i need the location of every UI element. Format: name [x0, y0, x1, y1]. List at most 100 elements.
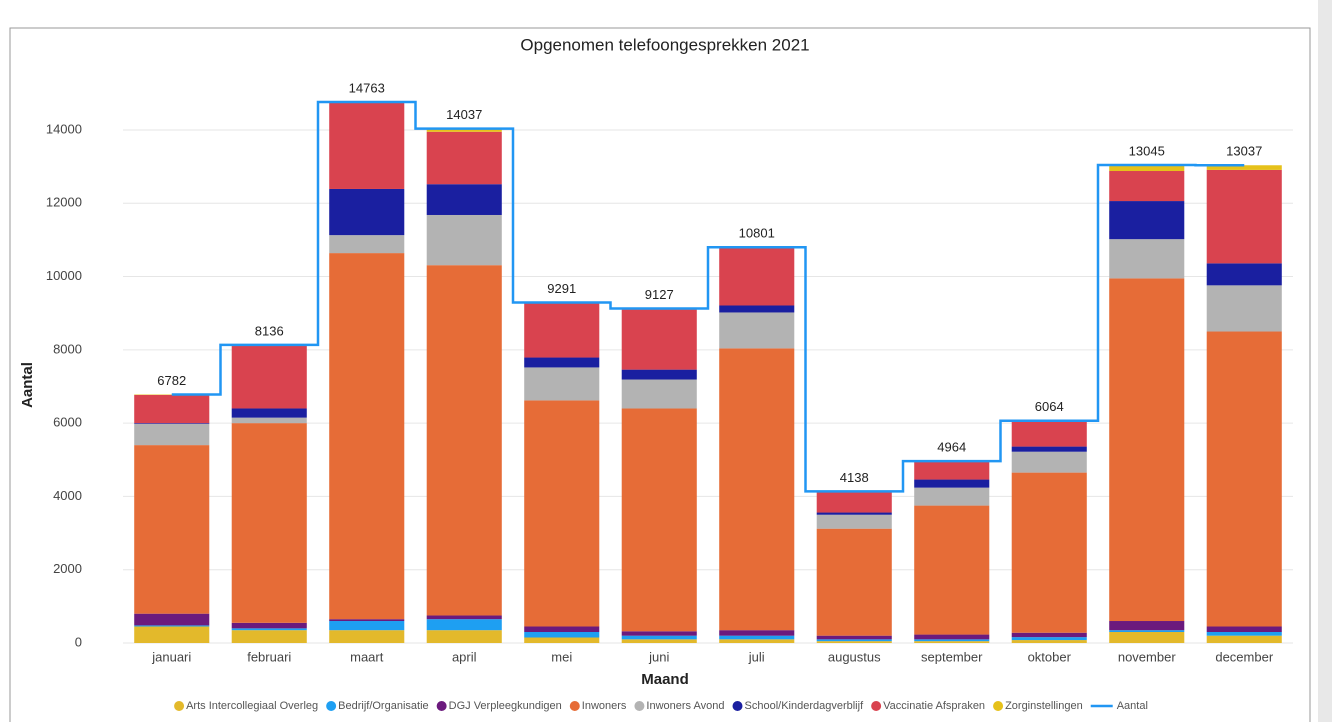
bar-segment — [622, 370, 697, 380]
legend-label: Inwoners Avond — [646, 700, 724, 712]
legend-label: Vaccinatie Afspraken — [883, 700, 985, 712]
bar-segment — [1207, 636, 1282, 643]
bar-segment — [1109, 201, 1184, 239]
legend-label: Bedrijf/Organisatie — [338, 700, 429, 712]
legend-label: Aantal — [1117, 700, 1148, 712]
y-tick-label: 8000 — [53, 341, 82, 356]
bar-segment — [817, 641, 892, 643]
bar-segment — [817, 513, 892, 515]
bar-segment — [1012, 473, 1087, 633]
bar-segment — [622, 639, 697, 643]
legend-label: Inwoners — [582, 700, 627, 712]
legend-swatch — [570, 701, 580, 711]
x-axis-label: Maand — [641, 671, 689, 688]
legend-label: Arts Intercollegiaal Overleg — [186, 700, 318, 712]
bar-segment — [914, 635, 989, 640]
bar-segment — [719, 348, 794, 630]
bar-segment — [719, 305, 794, 312]
legend-swatch — [733, 701, 743, 711]
bar-segment — [427, 265, 502, 615]
bar-segment — [134, 614, 209, 626]
bar-segment — [524, 627, 599, 632]
legend-swatch — [993, 701, 1003, 711]
data-label: 13045 — [1129, 143, 1165, 158]
bar-segment — [329, 235, 404, 253]
bar-segment — [232, 408, 307, 417]
bar-segment — [524, 367, 599, 400]
x-tick-label: mei — [551, 649, 572, 664]
bar-segment — [1207, 627, 1282, 632]
bar-segment — [817, 636, 892, 640]
legend-swatch — [174, 701, 184, 711]
data-label: 6782 — [157, 373, 186, 388]
bar-segment — [1109, 171, 1184, 201]
legend-swatch — [871, 701, 881, 711]
bar-segment — [1012, 637, 1087, 640]
legend-swatch — [437, 701, 447, 711]
bar-segment — [232, 623, 307, 628]
bar-segment — [1012, 422, 1087, 447]
x-tick-label: november — [1118, 649, 1176, 664]
y-tick-label: 0 — [75, 634, 82, 649]
chart-title: Opgenomen telefoongesprekken 2021 — [520, 35, 809, 54]
bar-segment — [232, 345, 307, 408]
data-label: 6064 — [1035, 399, 1064, 414]
x-tick-label: februari — [247, 649, 291, 664]
bar-segment — [817, 492, 892, 513]
bar-segment — [427, 132, 502, 184]
bar-segment — [622, 380, 697, 409]
bar-segment — [329, 103, 404, 189]
bar-segment — [134, 445, 209, 614]
x-tick-label: oktober — [1028, 649, 1072, 664]
bar-segment — [914, 639, 989, 641]
bar-segment — [524, 303, 599, 357]
bar-segment — [914, 462, 989, 480]
y-tick-label: 2000 — [53, 561, 82, 576]
bar-segment — [427, 616, 502, 620]
bar-segment — [719, 639, 794, 643]
bar-segment — [622, 408, 697, 631]
bar-segment — [719, 636, 794, 640]
bar-segment — [329, 619, 404, 621]
bar-segment — [622, 310, 697, 370]
data-label: 4138 — [840, 470, 869, 485]
legend-label: DGJ Verpleegkundigen — [449, 700, 562, 712]
bar-segment — [329, 630, 404, 643]
data-label: 8136 — [255, 323, 284, 338]
legend: Arts Intercollegiaal Overleg Bedrijf/Orga… — [174, 700, 1148, 712]
bar-segment — [1109, 621, 1184, 630]
bar-segment — [817, 529, 892, 636]
bar-segment — [427, 184, 502, 215]
bar-segment — [232, 423, 307, 623]
x-tick-label: juli — [748, 649, 765, 664]
bar-segment — [524, 358, 599, 368]
bar-segment — [1207, 263, 1282, 285]
bar-segment — [817, 639, 892, 641]
bar-segment — [427, 630, 502, 643]
bar-segment — [622, 631, 697, 635]
bar-segment — [524, 638, 599, 643]
y-tick-label: 6000 — [53, 415, 82, 430]
legend-label: Zorginstellingen — [1005, 700, 1083, 712]
x-tick-label: maart — [350, 649, 384, 664]
y-axis-label: Aantal — [19, 362, 36, 408]
bar-segment — [914, 488, 989, 506]
data-label: 9291 — [547, 281, 576, 296]
bar-segment — [719, 630, 794, 635]
bar-segment — [622, 636, 697, 640]
data-label: 14037 — [446, 107, 482, 122]
y-tick-label: 12000 — [46, 195, 82, 210]
bar-segment — [427, 619, 502, 630]
bar-segment — [1207, 632, 1282, 636]
bar-segment — [719, 312, 794, 348]
x-tick-label: december — [1215, 649, 1273, 664]
bar-segment — [719, 248, 794, 305]
bar-segment — [1109, 278, 1184, 621]
bar-segment — [1109, 239, 1184, 278]
data-label: 10801 — [739, 226, 775, 241]
x-tick-label: augustus — [828, 649, 881, 664]
x-tick-label: september — [921, 649, 983, 664]
bar-segment — [1012, 452, 1087, 473]
bar-segment — [1207, 170, 1282, 263]
